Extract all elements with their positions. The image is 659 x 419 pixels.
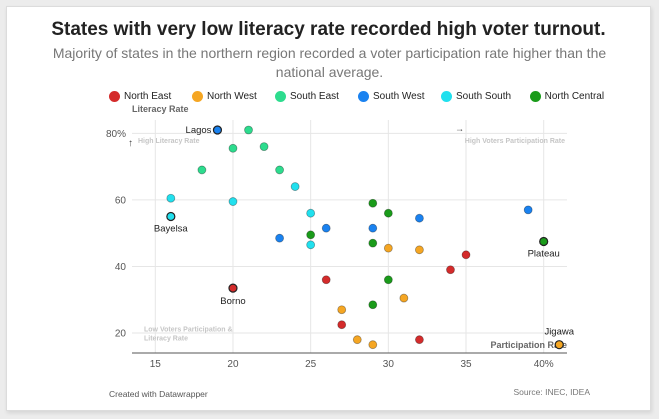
y-tick-label: 20 — [115, 329, 127, 340]
chart-subtitle: Majority of states in the northern regio… — [52, 45, 607, 80]
data-point — [523, 205, 533, 215]
data-point — [368, 238, 378, 248]
data-point — [352, 335, 362, 345]
data-point — [306, 208, 316, 218]
legend-label: North Central — [544, 91, 605, 102]
data-point — [337, 320, 347, 330]
data-point — [415, 335, 424, 345]
point-label: Bayelsa — [154, 224, 189, 235]
data-point — [228, 143, 238, 153]
data-point — [212, 125, 223, 135]
point-label: Lagos — [186, 125, 212, 136]
legend-swatch — [441, 91, 452, 102]
credit-text: Created with Datawrapper — [109, 389, 208, 399]
x-tick-label: 35 — [460, 359, 472, 370]
data-point — [383, 208, 393, 218]
data-point — [399, 293, 409, 303]
data-point — [383, 243, 393, 253]
data-point — [415, 245, 424, 255]
point-label: Plateau — [528, 248, 560, 259]
data-point — [321, 223, 331, 233]
data-point — [259, 142, 269, 152]
quadrant-label-top-left: High Literacy Rate — [138, 138, 200, 145]
data-point — [368, 300, 378, 310]
data-point — [337, 305, 347, 315]
x-tick-label: 15 — [150, 359, 162, 370]
data-point — [383, 275, 393, 285]
data-point — [228, 283, 238, 293]
y-tick-label: 40 — [115, 262, 127, 273]
quadrant-label-line: Low Voters Participation & — [144, 326, 233, 333]
data-point — [321, 275, 331, 285]
legend-swatch — [192, 91, 203, 102]
data-point — [539, 236, 549, 247]
data-point — [368, 198, 378, 208]
chart-legend: North East North West South East South West… — [109, 89, 629, 105]
legend-label: South South — [456, 91, 512, 102]
data-point — [461, 250, 471, 260]
source-text: Source: INEC, IDEA — [513, 387, 590, 397]
y-axis-label: Literacy Rate — [132, 104, 189, 114]
point-label: Jigawa — [544, 327, 574, 338]
legend-swatch — [109, 91, 120, 102]
data-point — [197, 165, 207, 175]
legend-swatch — [529, 91, 541, 102]
legend-label: North West — [207, 91, 257, 102]
data-point — [166, 211, 176, 222]
right-arrow: → — [455, 124, 464, 134]
data-point — [368, 340, 378, 350]
legend-label: South East — [290, 91, 339, 102]
data-point — [166, 193, 176, 203]
legend-swatch — [358, 91, 369, 102]
y-tick-label: 80% — [106, 129, 126, 140]
legend-label: South West — [373, 91, 425, 102]
up-arrow: ↑ — [128, 138, 133, 149]
data-point — [554, 340, 564, 350]
legend-swatch — [275, 91, 286, 102]
legend-label: North East — [124, 91, 172, 102]
quadrant-label-top-right: High Voters Participation Rate — [465, 138, 565, 145]
x-axis-label: Participation Rate — [490, 340, 567, 350]
data-point — [306, 230, 316, 240]
data-point — [275, 165, 284, 175]
data-point — [275, 233, 284, 243]
data-point — [228, 197, 238, 206]
y-tick-label: 60 — [115, 195, 127, 206]
chart-title: States with very low literacy rate recor… — [51, 19, 606, 40]
data-point — [446, 265, 455, 275]
point-label: Borno — [220, 296, 245, 307]
quadrant-label-line: Literacy Rate — [144, 335, 188, 342]
data-point — [306, 240, 316, 250]
x-tick-label: 40% — [534, 359, 554, 370]
x-tick-label: 20 — [227, 359, 239, 370]
x-tick-label: 25 — [305, 359, 317, 370]
data-point — [290, 182, 300, 191]
x-tick-label: 30 — [383, 359, 395, 370]
quadrant-label-bottom-left: Low Voters Participation & Literacy Rate — [144, 326, 233, 342]
data-point — [368, 223, 378, 233]
data-point — [415, 213, 424, 223]
data-point — [244, 125, 253, 135]
